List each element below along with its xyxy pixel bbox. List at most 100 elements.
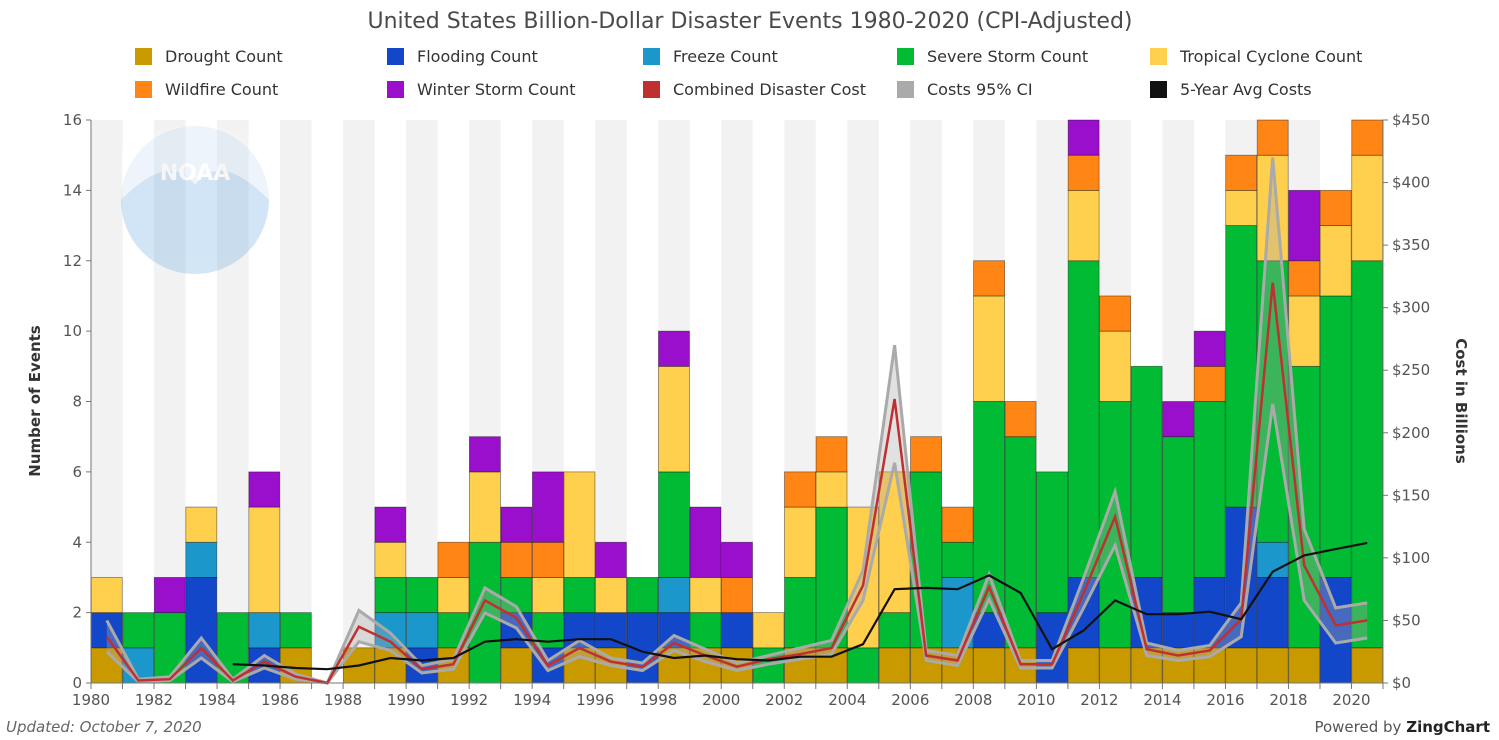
bar-segment[interactable]: [1288, 189, 1321, 262]
bar-segment[interactable]: [1067, 189, 1100, 262]
bar-segment[interactable]: [1225, 154, 1258, 191]
bar-segment[interactable]: [374, 506, 407, 543]
bar-segment[interactable]: [500, 541, 533, 578]
bar-segment[interactable]: [626, 577, 659, 614]
bar-segment[interactable]: [468, 471, 501, 543]
bar-segment[interactable]: [1225, 189, 1258, 226]
legend-item[interactable]: Flooding Count: [387, 47, 538, 66]
bar-segment[interactable]: [658, 330, 690, 367]
bar-segment[interactable]: [1099, 295, 1132, 332]
legend-item[interactable]: Freeze Count: [643, 47, 778, 66]
bar-segment[interactable]: [532, 541, 564, 578]
bar-segment[interactable]: [563, 577, 596, 614]
bar-segment[interactable]: [1319, 295, 1352, 578]
bar-segment[interactable]: [1256, 119, 1289, 156]
bar-segment[interactable]: [532, 471, 564, 543]
bar-segment[interactable]: [437, 577, 470, 614]
bar-segment[interactable]: [90, 577, 123, 614]
bar-segment[interactable]: [1004, 436, 1037, 649]
legend-item[interactable]: Drought Count: [135, 47, 283, 66]
bar-segment[interactable]: [1351, 119, 1384, 156]
bar-segment[interactable]: [784, 471, 816, 508]
bar-segment[interactable]: [1036, 471, 1069, 614]
legend-item[interactable]: Winter Storm Count: [387, 80, 576, 99]
bar-segment[interactable]: [878, 647, 911, 684]
bar-segment[interactable]: [1319, 189, 1352, 226]
bar-segment[interactable]: [1067, 260, 1100, 578]
bar-segment[interactable]: [374, 541, 407, 578]
bar-segment[interactable]: [248, 506, 281, 614]
bar-segment[interactable]: [941, 541, 974, 578]
powered-by[interactable]: Powered by ZingChart: [1314, 718, 1490, 736]
bar-segment[interactable]: [815, 471, 848, 508]
bar-segment[interactable]: [500, 506, 533, 543]
bar-segment[interactable]: [941, 506, 974, 543]
bar-segment[interactable]: [248, 612, 281, 649]
bar-segment[interactable]: [973, 295, 1005, 402]
bar-segment[interactable]: [279, 612, 312, 649]
bar-segment[interactable]: [658, 365, 690, 473]
bar-segment[interactable]: [595, 577, 627, 614]
five-year-avg-line[interactable]: [232, 541, 1368, 671]
bar-segment[interactable]: [1004, 401, 1037, 438]
bar-segment[interactable]: [1162, 401, 1195, 438]
bar-segment[interactable]: [1351, 260, 1384, 649]
bar-segment[interactable]: [1067, 647, 1100, 684]
bar-segment[interactable]: [973, 260, 1005, 297]
bar-segment[interactable]: [1193, 330, 1226, 367]
legend-item[interactable]: Costs 95% CI: [897, 80, 1033, 99]
bar-segment[interactable]: [689, 612, 722, 649]
bar-segment[interactable]: [1099, 330, 1132, 402]
bar-segment[interactable]: [1256, 647, 1289, 684]
bar-segment[interactable]: [437, 541, 470, 578]
bar-segment[interactable]: [1288, 647, 1321, 684]
bar-segment[interactable]: [563, 471, 596, 578]
bar-segment[interactable]: [815, 436, 848, 473]
legend-item[interactable]: Wildfire Count: [135, 80, 278, 99]
bar-segment[interactable]: [248, 471, 281, 508]
bar-segment[interactable]: [1351, 154, 1384, 262]
bar-segment[interactable]: [1193, 647, 1226, 684]
bar-segment[interactable]: [1162, 436, 1195, 614]
bar-segment[interactable]: [374, 577, 407, 614]
bar-segment[interactable]: [1162, 612, 1195, 649]
bar-segment[interactable]: [1288, 260, 1321, 297]
bar-segment[interactable]: [1067, 119, 1100, 156]
bar-segment[interactable]: [784, 506, 816, 578]
bar-segment[interactable]: [1099, 401, 1132, 649]
bar-segment[interactable]: [185, 506, 218, 543]
bar-segment[interactable]: [721, 577, 753, 614]
bar-segment[interactable]: [405, 577, 438, 614]
bar-segment[interactable]: [532, 577, 564, 614]
bar-segment[interactable]: [658, 471, 690, 578]
bar-segment[interactable]: [122, 612, 155, 649]
bar-segment[interactable]: [847, 647, 879, 684]
legend-item[interactable]: Severe Storm Count: [897, 47, 1088, 66]
bar-segment[interactable]: [721, 541, 753, 578]
bar-segment[interactable]: [910, 436, 942, 473]
bar-segment[interactable]: [595, 541, 627, 578]
bar-segment[interactable]: [595, 612, 627, 649]
bar-segment[interactable]: [1193, 401, 1226, 578]
bar-segment[interactable]: [815, 506, 848, 649]
bar-segment[interactable]: [153, 577, 186, 614]
bar-segment[interactable]: [1130, 365, 1163, 578]
bar-segment[interactable]: [500, 577, 533, 614]
legend-item[interactable]: Combined Disaster Cost: [643, 80, 866, 99]
bar-segment[interactable]: [1099, 647, 1132, 684]
combined-cost-line[interactable]: [105, 282, 1368, 685]
bar-segment[interactable]: [1351, 647, 1384, 684]
bar-segment[interactable]: [658, 577, 690, 614]
bar-segment[interactable]: [1288, 295, 1321, 367]
bar-segment[interactable]: [1225, 647, 1258, 684]
legend-item[interactable]: 5-Year Avg Costs: [1150, 80, 1312, 99]
legend-item[interactable]: Tropical Cyclone Count: [1150, 47, 1362, 66]
bar-segment[interactable]: [185, 541, 218, 578]
bar-segment[interactable]: [1067, 154, 1100, 191]
bar-segment[interactable]: [1319, 225, 1352, 297]
bar-segment[interactable]: [973, 647, 1005, 684]
bar-segment[interactable]: [1225, 506, 1258, 649]
bar-segment[interactable]: [784, 577, 816, 649]
bar-segment[interactable]: [878, 612, 911, 649]
bar-segment[interactable]: [468, 436, 501, 473]
